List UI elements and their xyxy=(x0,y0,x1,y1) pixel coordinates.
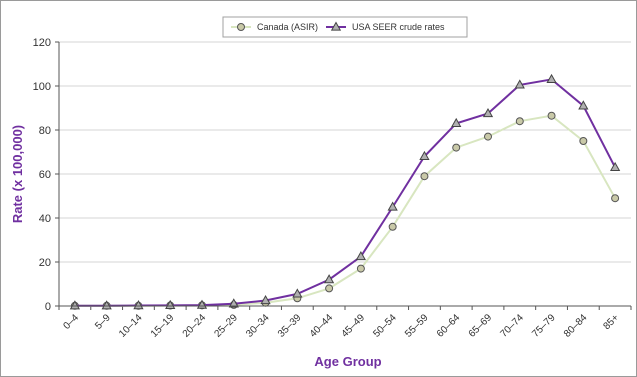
data-point xyxy=(578,100,589,110)
y-tick-label: 80 xyxy=(39,125,51,137)
y-tick-label: 0 xyxy=(45,301,51,313)
series-1 xyxy=(70,111,620,310)
legend-marker xyxy=(237,23,245,31)
data-point xyxy=(514,79,525,89)
data-point xyxy=(420,172,429,181)
x-tick-label: 0–4 xyxy=(61,312,81,332)
data-point xyxy=(547,111,556,120)
data-point xyxy=(387,201,398,211)
x-tick-label: 45–49 xyxy=(340,312,368,340)
y-tick-label: 60 xyxy=(39,169,51,181)
x-tick-label: 80–84 xyxy=(562,312,590,340)
x-tick-label: 55–59 xyxy=(403,312,431,340)
data-point xyxy=(579,137,588,145)
data-point xyxy=(165,299,176,309)
series-line xyxy=(74,114,616,307)
data-point xyxy=(482,107,494,118)
data-point xyxy=(355,250,367,261)
data-point xyxy=(451,117,462,128)
gridlines xyxy=(59,41,631,263)
y-axis-ticks: 0 20 40 60 80 100 120 xyxy=(33,37,59,313)
series-line xyxy=(74,78,616,307)
data-point xyxy=(69,300,81,310)
y-tick-label: 120 xyxy=(33,37,51,49)
data-point xyxy=(546,73,557,84)
x-tick-label: 40–44 xyxy=(308,312,336,340)
x-tick-label: 25–29 xyxy=(212,312,240,340)
data-point xyxy=(292,288,303,298)
data-point xyxy=(452,143,461,152)
x-tick-label: 85+ xyxy=(601,312,621,332)
y-axis-title: Rate (x 100,000) xyxy=(10,125,25,223)
data-point xyxy=(609,161,621,172)
y-tick-label: 100 xyxy=(33,81,51,93)
data-point xyxy=(484,132,492,141)
data-point xyxy=(101,300,112,310)
x-tick-label: 35–39 xyxy=(276,312,304,340)
legend: Canada (ASIR) USA SEER crude rates xyxy=(222,16,468,38)
x-tick-label: 50–54 xyxy=(371,312,399,340)
x-tick-label: 10–14 xyxy=(117,312,145,340)
data-point xyxy=(356,264,365,273)
data-point xyxy=(260,294,271,305)
y-tick-label: 40 xyxy=(39,213,51,225)
data-point xyxy=(611,194,620,203)
x-tick-label: 75–79 xyxy=(530,312,558,340)
x-tick-label: 5–9 xyxy=(93,312,113,332)
series-2 xyxy=(69,73,621,310)
x-tick-label: 20–24 xyxy=(181,312,209,340)
x-axis-ticks: 0–4 5–9 10–14 15–19 20–24 25–29 30–34 35–39 40–4… xyxy=(58,306,632,340)
x-tick-label: 30–34 xyxy=(244,312,272,340)
x-tick-label: 65–69 xyxy=(467,312,495,340)
legend-marker xyxy=(330,21,342,31)
legend-label: USA SEER crude rates xyxy=(352,22,445,32)
x-axis-title: Age Group xyxy=(314,354,381,369)
data-point xyxy=(133,300,144,310)
data-point xyxy=(419,150,430,161)
y-tick-label: 20 xyxy=(39,257,51,269)
data-point xyxy=(228,298,239,308)
legend-label: Canada (ASIR) xyxy=(257,22,318,32)
data-point xyxy=(515,117,524,126)
data-point xyxy=(388,222,397,231)
x-tick-label: 70–74 xyxy=(498,312,526,340)
x-tick-label: 15–19 xyxy=(149,312,177,340)
series-layer xyxy=(69,73,621,310)
x-tick-label: 60–64 xyxy=(435,312,463,340)
data-point xyxy=(325,284,334,293)
data-point xyxy=(323,274,335,284)
